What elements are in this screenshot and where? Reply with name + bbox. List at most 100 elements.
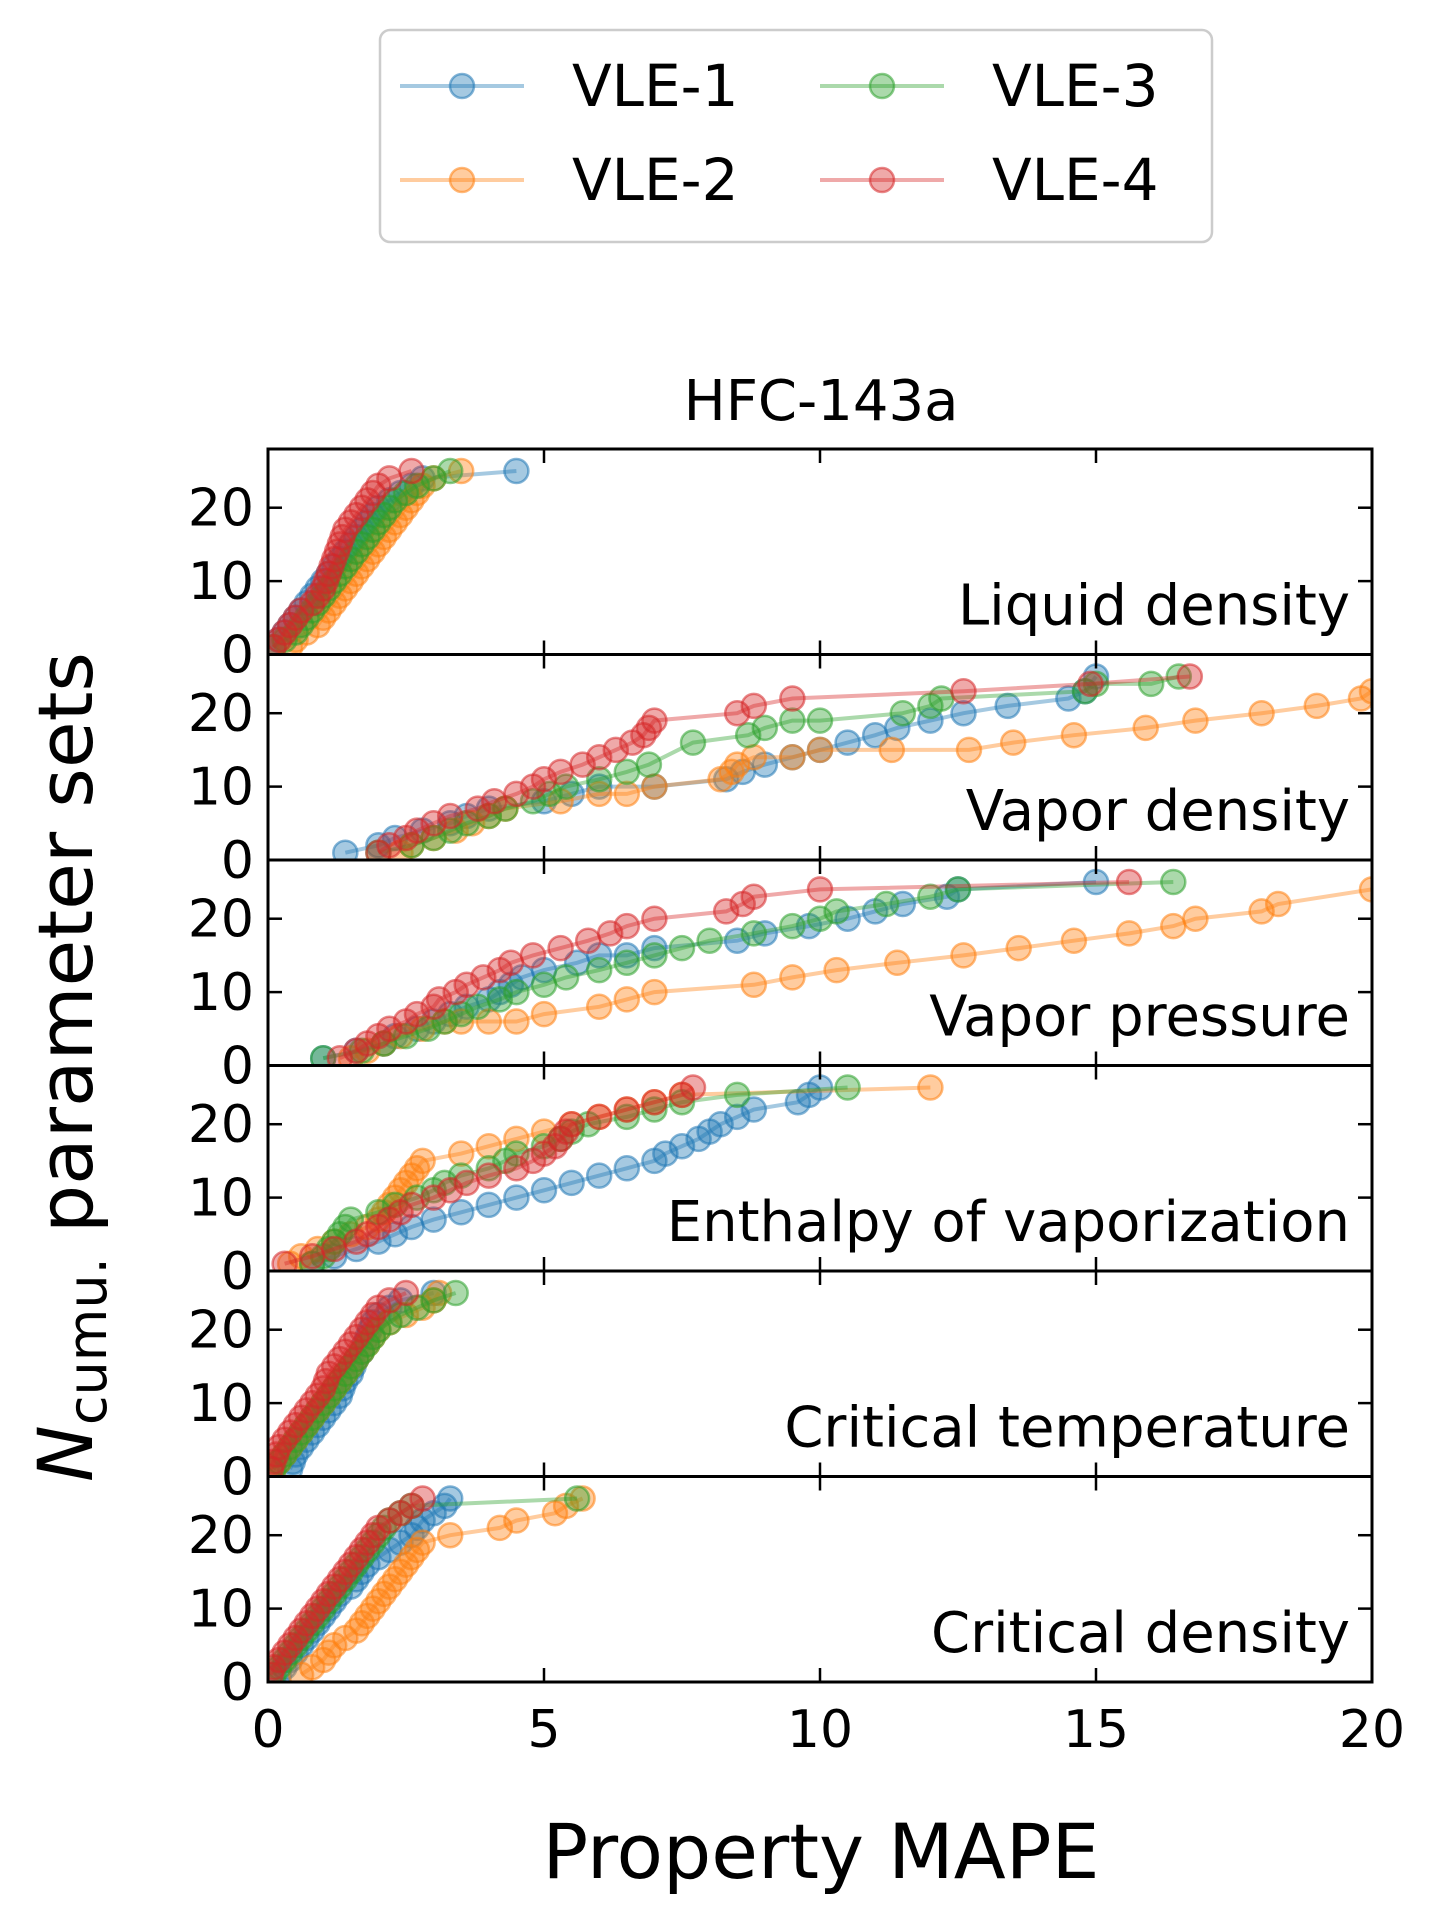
data-point-vle-2 xyxy=(475,1132,503,1160)
data-point-vle-1 xyxy=(558,1169,585,1197)
data-point-vle-2 xyxy=(740,971,768,999)
data-point-vle-4 xyxy=(530,766,558,793)
data-point-vle-2 xyxy=(823,956,850,984)
legend-marker xyxy=(448,166,476,194)
data-point-vle-4 xyxy=(679,1074,707,1101)
x-axis-label: Property MAPE xyxy=(542,1807,1099,1896)
x-tick-label: 0 xyxy=(251,1700,284,1760)
data-point-vle-2 xyxy=(1060,927,1088,954)
data-point-vle-4 xyxy=(298,1243,326,1270)
data-point-vle-1 xyxy=(585,1162,613,1189)
data-point-vle-2 xyxy=(530,1000,558,1028)
data-point-vle-4 xyxy=(409,1485,436,1512)
data-point-vle-3 xyxy=(464,993,492,1021)
data-point-vle-4 xyxy=(503,780,530,808)
data-point-vle-4 xyxy=(740,883,768,910)
data-point-vle-3 xyxy=(1137,670,1165,698)
data-point-vle-4 xyxy=(453,1169,480,1197)
data-point-vle-3 xyxy=(552,964,580,991)
data-point-vle-3 xyxy=(806,707,834,734)
data-point-vle-3 xyxy=(420,824,447,852)
data-point-vle-4 xyxy=(519,942,547,969)
data-point-vle-4 xyxy=(464,795,492,822)
series-line-vle-4 xyxy=(268,1291,407,1470)
data-point-vle-3 xyxy=(740,920,768,947)
data-point-vle-3 xyxy=(834,1074,861,1101)
data-point-vle-1 xyxy=(475,1191,503,1219)
data-point-vle-1 xyxy=(707,1110,734,1138)
panel-label: Enthalpy of vaporization xyxy=(667,1190,1350,1255)
data-point-vle-4 xyxy=(596,920,624,947)
legend: VLE-1 VLE-3 VLE-2 VLE-4 xyxy=(378,28,1214,244)
legend-label: VLE-1 xyxy=(572,52,738,120)
data-point-vle-3 xyxy=(420,1287,447,1314)
data-point-vle-3 xyxy=(519,788,547,815)
data-point-vle-1 xyxy=(834,729,861,756)
data-point-vle-3 xyxy=(751,714,779,742)
x-tick-label: 10 xyxy=(787,1700,853,1760)
data-point-vle-4 xyxy=(403,817,431,844)
data-point-vle-4 xyxy=(376,832,403,859)
data-point-vle-3 xyxy=(613,1103,641,1131)
data-point-vle-2 xyxy=(503,1507,530,1534)
data-point-vle-4 xyxy=(641,1088,668,1116)
data-point-vle-1 xyxy=(503,457,530,485)
data-point-vle-2 xyxy=(1264,890,1292,918)
data-point-vle-3 xyxy=(641,1096,668,1123)
y-tick-label: 20 xyxy=(188,1095,254,1155)
data-point-vle-3 xyxy=(503,1140,530,1167)
y-label-subscript: cumu. xyxy=(56,1257,119,1425)
panel-data xyxy=(332,663,1372,860)
x-tick-label: 20 xyxy=(1339,1700,1405,1760)
legend-marker xyxy=(448,72,476,100)
panel-4: 0 10 20 Enthalpy of vaporization xyxy=(188,1064,1374,1302)
data-point-vle-4 xyxy=(481,788,508,815)
y-tick-label: 0 xyxy=(221,626,254,686)
data-point-vle-3 xyxy=(613,758,641,786)
panels: 0 10 20 Liquid density 0 10 20 Vapor density 0 10… xyxy=(188,447,1405,1760)
data-point-vle-4 xyxy=(376,1287,403,1314)
data-point-vle-3 xyxy=(403,472,431,499)
data-point-vle-2 xyxy=(884,949,911,977)
data-point-vle-4 xyxy=(574,927,602,954)
data-point-vle-2 xyxy=(503,1125,530,1153)
data-point-vle-2 xyxy=(1060,721,1088,749)
panel-1: 0 10 20 Liquid density xyxy=(188,447,1374,686)
legend-entry-vle-2: VLE-2 xyxy=(400,146,738,214)
y-tick-label: 10 xyxy=(188,758,254,818)
data-point-vle-3 xyxy=(436,457,464,485)
data-point-vle-1 xyxy=(668,1132,696,1160)
series-line-vle-4 xyxy=(271,469,413,649)
panel-6: 0 10 20 Critical density xyxy=(188,1475,1374,1713)
data-point-vle-3 xyxy=(889,699,917,727)
y-tick-label: 20 xyxy=(188,890,254,950)
data-point-vle-4 xyxy=(503,1155,530,1182)
panel-label: Critical temperature xyxy=(784,1396,1350,1461)
data-point-vle-3 xyxy=(696,927,723,954)
data-point-vle-3 xyxy=(635,751,663,778)
data-point-vle-4 xyxy=(806,876,834,903)
data-point-vle-2 xyxy=(806,736,834,764)
data-point-vle-2 xyxy=(1132,714,1159,742)
series-line-vle-3 xyxy=(322,880,1174,1061)
data-point-vle-2 xyxy=(1182,707,1209,734)
y-label-text: parameter sets xyxy=(21,652,110,1257)
data-point-vle-4 xyxy=(558,1110,585,1138)
data-point-vle-1 xyxy=(332,839,359,860)
data-point-vle-2 xyxy=(955,736,983,764)
data-point-vle-2 xyxy=(1115,920,1143,947)
data-point-vle-4 xyxy=(420,810,447,837)
data-point-vle-1 xyxy=(740,1096,768,1123)
data-point-vle-4 xyxy=(475,1162,503,1189)
y-axis-label: Ncumu. parameter sets xyxy=(21,652,119,1482)
data-point-vle-4 xyxy=(425,986,453,1013)
data-point-vle-1 xyxy=(530,1177,558,1204)
data-point-vle-2 xyxy=(779,744,806,771)
data-point-vle-2 xyxy=(1005,934,1032,962)
data-point-vle-2 xyxy=(1182,905,1209,932)
data-point-vle-3 xyxy=(779,707,806,734)
panel-2: 0 10 20 Vapor density xyxy=(188,653,1374,891)
data-point-vle-2 xyxy=(641,978,668,1006)
y-tick-label: 0 xyxy=(221,1037,254,1097)
